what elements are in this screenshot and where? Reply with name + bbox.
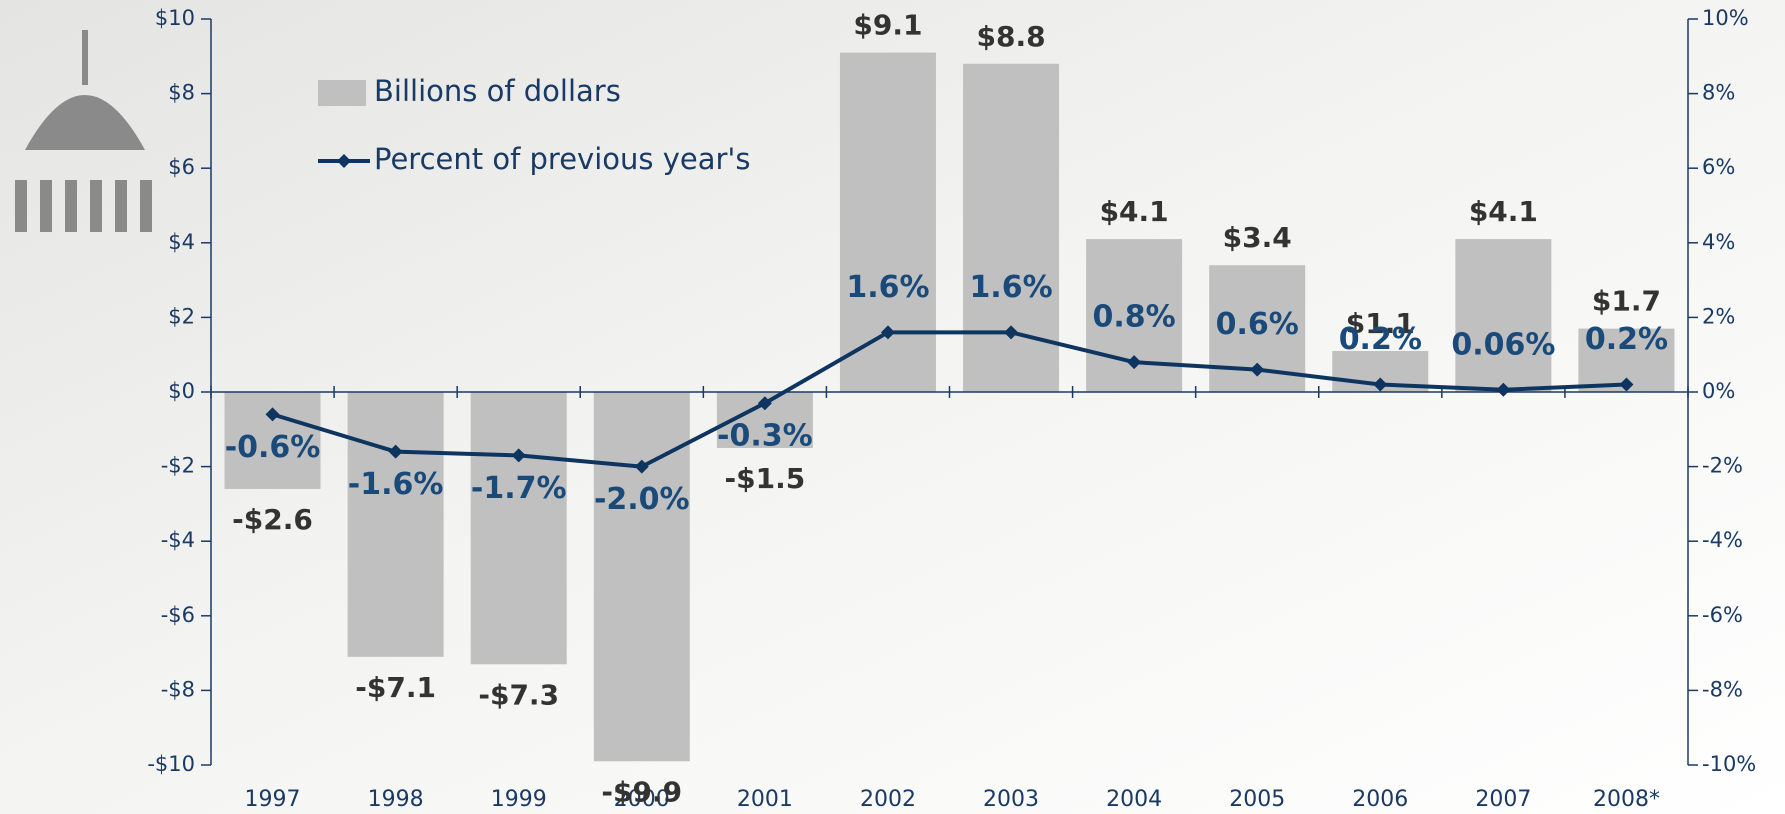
x-tick-label: 2008* [1593, 787, 1660, 812]
bar [963, 64, 1059, 392]
y-tick-label: $0 [168, 379, 195, 403]
legend-label: Billions of dollars [374, 74, 621, 108]
y2-tick-label: -2% [1702, 454, 1743, 478]
line-value-label: -1.7% [471, 471, 567, 506]
bar [348, 392, 444, 657]
y-tick-label: -$2 [161, 454, 195, 478]
legend-label: Percent of previous year's [374, 142, 751, 176]
y-tick-label: $10 [155, 6, 195, 30]
bar-value-label: -$2.6 [232, 503, 313, 536]
y-tick-label: -$4 [161, 528, 195, 552]
line-value-label: 0.6% [1216, 307, 1299, 342]
y2-tick-label: 0% [1702, 379, 1735, 403]
bar-value-label: -$7.1 [355, 671, 436, 704]
y2-tick-label: -10% [1702, 752, 1756, 776]
x-tick-label: 1998 [368, 787, 424, 812]
line-value-label: -1.6% [348, 467, 444, 502]
y-tick-label: $2 [168, 304, 195, 328]
line-value-label: -0.3% [717, 419, 813, 454]
x-tick-label: 2006 [1352, 787, 1408, 812]
y-tick-label: $6 [168, 155, 195, 179]
bar-value-label: $4.1 [1100, 195, 1169, 228]
bar-value-label: $1.7 [1592, 285, 1661, 318]
x-tick-label: 2002 [860, 787, 916, 812]
y2-tick-label: 10% [1702, 6, 1749, 30]
y2-tick-label: 4% [1702, 230, 1735, 254]
x-tick-label: 2003 [983, 787, 1039, 812]
line-value-label: 0.2% [1339, 322, 1422, 357]
x-tick-label: 2004 [1106, 787, 1162, 812]
y2-tick-label: -8% [1702, 677, 1743, 701]
y2-tick-label: 6% [1702, 155, 1735, 179]
y-tick-label: -$6 [161, 603, 195, 627]
line-value-label: 0.2% [1585, 322, 1668, 357]
y2-tick-label: -4% [1702, 528, 1743, 552]
bar-value-label: -$7.3 [478, 678, 559, 711]
y-tick-label: $4 [168, 230, 195, 254]
y-tick-label: $8 [168, 81, 195, 105]
x-tick-label: 2001 [737, 787, 793, 812]
x-tick-label: 2007 [1475, 787, 1531, 812]
line-value-label: 0.06% [1451, 327, 1555, 362]
bar [840, 53, 936, 392]
x-tick-label: 2005 [1229, 787, 1285, 812]
line-value-label: 1.6% [969, 270, 1052, 305]
x-tick-label: 1999 [491, 787, 547, 812]
line-value-label: -0.6% [225, 430, 321, 465]
bar-value-label: -$9.9 [601, 775, 682, 808]
line-value-label: 1.6% [846, 270, 929, 305]
line-value-label: 0.8% [1093, 300, 1176, 335]
bar-value-label: $4.1 [1469, 195, 1538, 228]
y2-tick-label: 8% [1702, 81, 1735, 105]
bar [471, 392, 567, 664]
bar [1455, 239, 1551, 392]
x-tick-label: 1997 [245, 787, 301, 812]
bar-value-label: -$1.5 [725, 462, 806, 495]
bar-value-label: $3.4 [1223, 221, 1292, 254]
y-tick-label: -$8 [161, 677, 195, 701]
y-tick-label: -$10 [147, 752, 195, 776]
chart: -$10 -$8 -$6 -$4 -$2 $0 $2 $4 $6 $8 $10 -10% -8% -6% -… [0, 0, 1785, 814]
bar-value-label: $9.1 [853, 9, 922, 42]
legend-swatch [318, 80, 366, 106]
y2-tick-label: -6% [1702, 603, 1743, 627]
line-value-label: -2.0% [594, 482, 690, 517]
y2-tick-label: 2% [1702, 304, 1735, 328]
bar-value-label: $8.8 [976, 20, 1045, 53]
